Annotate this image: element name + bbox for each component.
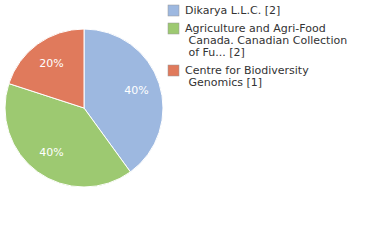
slice (9, 29, 84, 108)
legend-entry: Agriculture and Agri-Food Canada. Canadi… (168, 22, 347, 59)
legend-label: Dikarya L.L.C. [2] (185, 4, 280, 17)
data-label: 20% (39, 57, 63, 70)
chart: 40% 40% 20% Dikarya L.L.C. [2] Agriculture a… (0, 0, 380, 240)
legend-swatch (168, 23, 179, 34)
legend-entry: Dikarya L.L.C. [2] (168, 4, 280, 17)
data-label: 40% (39, 146, 63, 159)
legend: Dikarya L.L.C. [2] Agriculture and Agri-F… (168, 4, 347, 89)
pie (5, 29, 163, 187)
legend-label: Centre for Biodiversity Genomics [1] (185, 64, 309, 89)
legend-swatch (168, 5, 179, 16)
data-label: 40% (124, 84, 148, 97)
legend-swatch (168, 65, 179, 76)
legend-entry: Centre for Biodiversity Genomics [1] (168, 64, 309, 89)
data-labels: 40% 40% 20% (39, 57, 149, 159)
legend-label: Agriculture and Agri-Food Canada. Canadi… (185, 22, 347, 59)
